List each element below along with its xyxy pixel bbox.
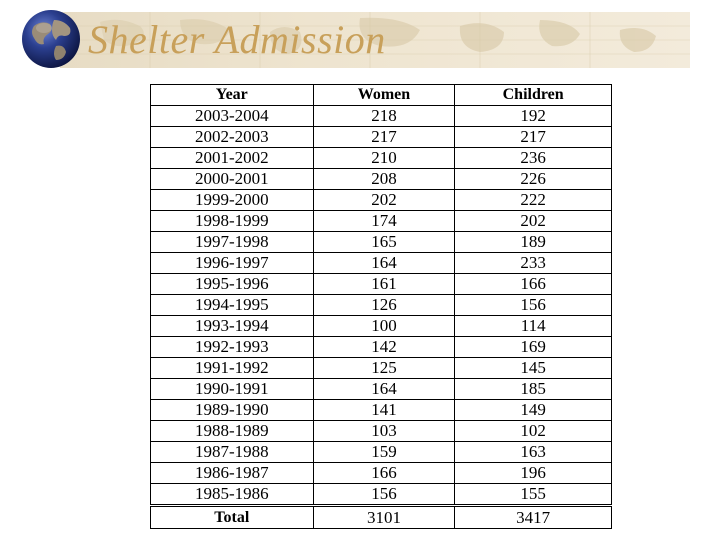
table-row: 2003-2004 218 192 bbox=[150, 105, 612, 127]
table-row: 1986-1987 166 196 bbox=[150, 462, 612, 484]
children-cell: 156 bbox=[454, 294, 612, 316]
women-cell: 103 bbox=[312, 420, 456, 442]
slide-title: Shelter Admission bbox=[88, 17, 386, 62]
table-row: 1991-1992 125 145 bbox=[150, 357, 612, 379]
women-cell: 208 bbox=[312, 168, 456, 190]
children-cell: 202 bbox=[454, 210, 612, 232]
women-cell: 217 bbox=[312, 126, 456, 148]
header-children: Children bbox=[454, 84, 612, 106]
year-cell: 1994-1995 bbox=[150, 294, 314, 316]
year-cell: 1990-1991 bbox=[150, 378, 314, 400]
year-cell: 1998-1999 bbox=[150, 210, 314, 232]
header-year: Year bbox=[150, 84, 314, 106]
table-row: 1998-1999 174 202 bbox=[150, 210, 612, 232]
women-cell: 166 bbox=[312, 462, 456, 484]
total-row: Total 3101 3417 bbox=[150, 504, 612, 529]
women-cell: 218 bbox=[312, 105, 456, 127]
header-women: Women bbox=[312, 84, 456, 106]
year-cell: 1992-1993 bbox=[150, 336, 314, 358]
table-row: 1990-1991 164 185 bbox=[150, 378, 612, 400]
children-cell: 222 bbox=[454, 189, 612, 211]
year-cell: 1999-2000 bbox=[150, 189, 314, 211]
children-cell: 189 bbox=[454, 231, 612, 253]
women-cell: 141 bbox=[312, 399, 456, 421]
children-cell: 145 bbox=[454, 357, 612, 379]
table-row: 1997-1998 165 189 bbox=[150, 231, 612, 253]
year-cell: 2001-2002 bbox=[150, 147, 314, 169]
header-banner: Shelter Admission bbox=[0, 0, 720, 82]
table-row: 1999-2000 202 222 bbox=[150, 189, 612, 211]
table-row: 1995-1996 161 166 bbox=[150, 273, 612, 295]
children-cell: 163 bbox=[454, 441, 612, 463]
total-label: Total bbox=[150, 504, 314, 529]
table-row: 1985-1986 156 155 bbox=[150, 483, 612, 506]
year-cell: 1995-1996 bbox=[150, 273, 314, 295]
year-cell: 1986-1987 bbox=[150, 462, 314, 484]
table-row: 1993-1994 100 114 bbox=[150, 315, 612, 337]
total-women: 3101 bbox=[312, 504, 456, 529]
women-cell: 126 bbox=[312, 294, 456, 316]
year-cell: 1985-1986 bbox=[150, 483, 314, 506]
globe-icon bbox=[22, 10, 80, 68]
women-cell: 125 bbox=[312, 357, 456, 379]
admission-table: Year Women Children 2003-2004 218 192 2002-… bbox=[150, 84, 612, 529]
table-row: 1987-1988 159 163 bbox=[150, 441, 612, 463]
women-cell: 210 bbox=[312, 147, 456, 169]
women-cell: 164 bbox=[312, 378, 456, 400]
year-cell: 1993-1994 bbox=[150, 315, 314, 337]
women-cell: 161 bbox=[312, 273, 456, 295]
children-cell: 226 bbox=[454, 168, 612, 190]
year-cell: 1987-1988 bbox=[150, 441, 314, 463]
table-header-row: Year Women Children bbox=[150, 84, 612, 106]
world-map-banner bbox=[60, 12, 690, 68]
children-cell: 192 bbox=[454, 105, 612, 127]
year-cell: 2000-2001 bbox=[150, 168, 314, 190]
table-row: 2000-2001 208 226 bbox=[150, 168, 612, 190]
table-row: 2002-2003 217 217 bbox=[150, 126, 612, 148]
women-cell: 202 bbox=[312, 189, 456, 211]
table-row: 1992-1993 142 169 bbox=[150, 336, 612, 358]
children-cell: 233 bbox=[454, 252, 612, 274]
women-cell: 159 bbox=[312, 441, 456, 463]
table-row: 1996-1997 164 233 bbox=[150, 252, 612, 274]
children-cell: 217 bbox=[454, 126, 612, 148]
women-cell: 165 bbox=[312, 231, 456, 253]
children-cell: 155 bbox=[454, 483, 612, 506]
year-cell: 2002-2003 bbox=[150, 126, 314, 148]
total-children: 3417 bbox=[454, 504, 612, 529]
women-cell: 156 bbox=[312, 483, 456, 506]
year-cell: 1989-1990 bbox=[150, 399, 314, 421]
women-cell: 100 bbox=[312, 315, 456, 337]
year-cell: 1996-1997 bbox=[150, 252, 314, 274]
table-row: 2001-2002 210 236 bbox=[150, 147, 612, 169]
children-cell: 236 bbox=[454, 147, 612, 169]
year-cell: 1991-1992 bbox=[150, 357, 314, 379]
children-cell: 166 bbox=[454, 273, 612, 295]
table-row: 1994-1995 126 156 bbox=[150, 294, 612, 316]
children-cell: 114 bbox=[454, 315, 612, 337]
women-cell: 142 bbox=[312, 336, 456, 358]
children-cell: 102 bbox=[454, 420, 612, 442]
table-row: 1989-1990 141 149 bbox=[150, 399, 612, 421]
children-cell: 196 bbox=[454, 462, 612, 484]
women-cell: 164 bbox=[312, 252, 456, 274]
children-cell: 185 bbox=[454, 378, 612, 400]
year-cell: 2003-2004 bbox=[150, 105, 314, 127]
children-cell: 169 bbox=[454, 336, 612, 358]
year-cell: 1988-1989 bbox=[150, 420, 314, 442]
year-cell: 1997-1998 bbox=[150, 231, 314, 253]
women-cell: 174 bbox=[312, 210, 456, 232]
table-row: 1988-1989 103 102 bbox=[150, 420, 612, 442]
children-cell: 149 bbox=[454, 399, 612, 421]
